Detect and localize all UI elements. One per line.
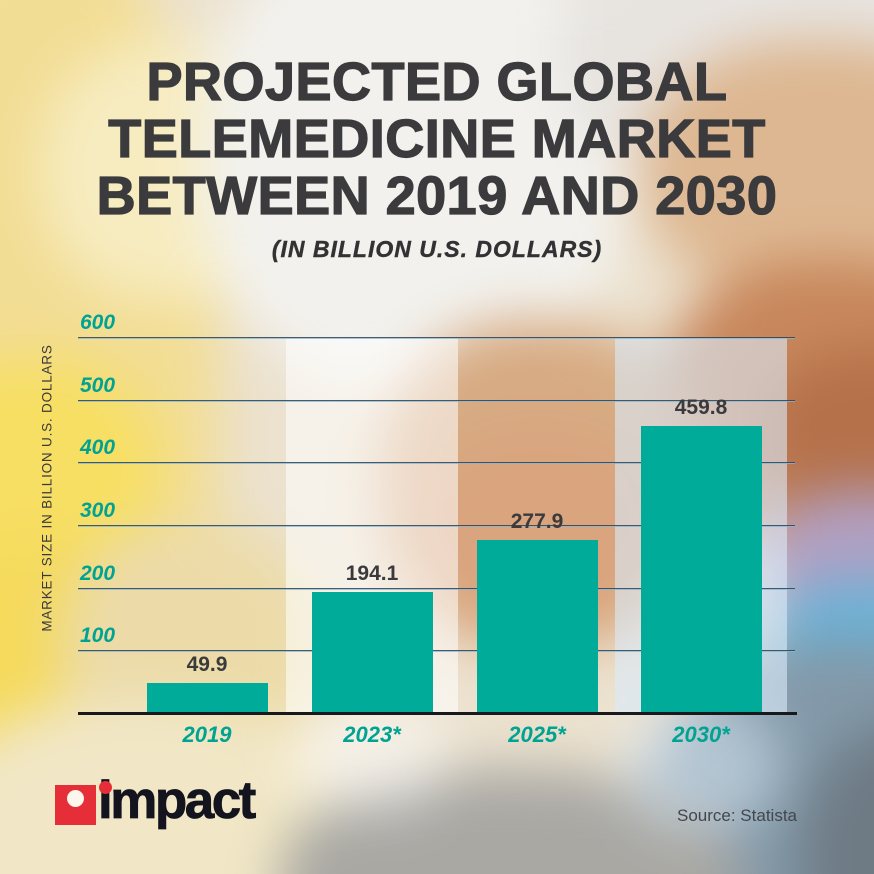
logo-red-square-icon	[55, 785, 96, 825]
bar	[146, 682, 268, 714]
gridline	[78, 462, 795, 465]
y-tick-label: 600	[80, 311, 116, 334]
page-title-line-2: TELEMEDICINE MARKET	[108, 109, 766, 169]
page-title-line-3: BETWEEN 2019 AND 2030	[96, 166, 778, 226]
logo-white-dot-icon	[67, 790, 84, 807]
gridline	[78, 337, 795, 339]
x-tick-label: 2030*	[672, 722, 730, 747]
x-tick-label: 2025*	[508, 722, 566, 747]
x-axis-baseline	[78, 712, 797, 715]
chart-subtitle: (IN BILLION U.S. DOLLARS)	[271, 236, 603, 262]
y-tick-label: 200	[80, 561, 116, 585]
source-credit: Source: Statista	[677, 806, 798, 825]
page-title-line-1: PROJECTED GLOBAL	[146, 52, 728, 112]
x-tick-label: 2019	[182, 722, 232, 747]
gridline	[78, 525, 795, 527]
logo-wordmark: impact	[98, 771, 257, 831]
y-tick-label: 300	[80, 499, 116, 522]
bar-value-label: 277.9	[510, 509, 564, 533]
y-tick-label: 400	[80, 436, 116, 460]
logo-i-dot-icon	[99, 781, 112, 794]
bar-value-label: 194.1	[345, 562, 399, 586]
x-tick-label: 2023*	[343, 722, 401, 747]
y-axis-title: MARKET SIZE IN BILLION U.S. DOLLARS	[39, 344, 55, 632]
chart-header: PROJECTED GLOBAL TELEMEDICINE MARKET BET…	[0, 52, 874, 263]
bar	[640, 425, 762, 714]
bar-value-label: 459.8	[674, 395, 728, 419]
bar	[311, 592, 433, 714]
y-tick-label: 500	[80, 373, 116, 397]
bar	[476, 539, 598, 714]
gridline	[78, 399, 795, 402]
y-tick-label: 100	[80, 624, 116, 648]
bar-value-label: 49.9	[186, 652, 228, 676]
gridline	[78, 587, 795, 590]
gridline	[78, 650, 795, 653]
